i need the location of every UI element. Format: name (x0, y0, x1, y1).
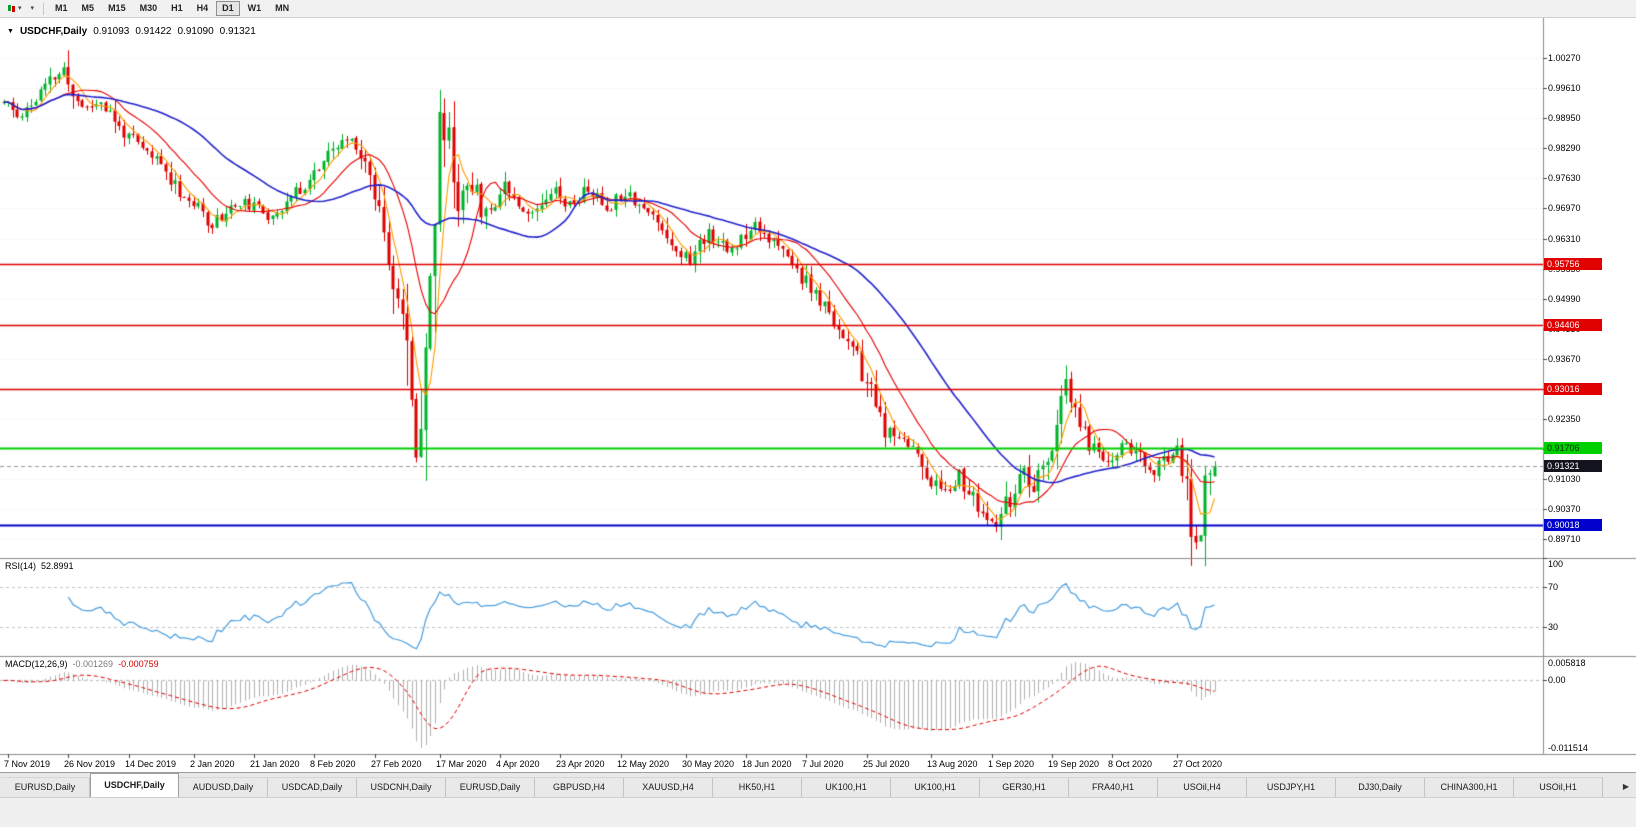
date-axis-label: 23 Apr 2020 (556, 759, 605, 769)
macd-signal-value: -0.000759 (118, 659, 159, 669)
price-axis-label: 0.97630 (1548, 173, 1581, 183)
timeframe-button-m1[interactable]: M1 (55, 3, 68, 13)
tab-usoil-h1[interactable]: USOil,H1 (1514, 777, 1603, 797)
tab-usoil-h4[interactable]: USOil,H4 (1158, 777, 1247, 797)
date-axis-label: 17 Mar 2020 (436, 759, 487, 769)
macd-axis-label: -0.011514 (1548, 743, 1588, 753)
date-axis-label: 25 Jul 2020 (863, 759, 910, 769)
rsi-axis-label: 70 (1548, 582, 1559, 592)
timeframe-button-m5[interactable]: M5 (81, 3, 95, 13)
macd-label: MACD(12,26,9) -0.001269 -0.000759 (5, 659, 159, 669)
toolbar-separator (43, 2, 45, 15)
status-strip (0, 797, 1636, 827)
tab-usdchf-daily[interactable]: USDCHF,Daily (90, 773, 179, 797)
tab-scroll-right-icon[interactable]: ▶ (1622, 782, 1630, 791)
price-axis-label: 0.98950 (1548, 113, 1581, 123)
symbol-ohlc-line: ▼ USDCHF,Daily 0.91093 0.91422 0.91090 0… (7, 26, 256, 37)
tab-ger30-h1[interactable]: GER30,H1 (980, 777, 1069, 797)
date-axis-label: 7 Nov 2019 (4, 759, 51, 769)
tab-usdcnh-daily[interactable]: USDCNH,Daily (357, 777, 446, 797)
date-axis-label: 27 Oct 2020 (1173, 759, 1223, 769)
date-axis-label: 12 May 2020 (617, 759, 670, 769)
hline-price-badge: 0.93016 (1544, 383, 1602, 395)
date-axis-label: 1 Sep 2020 (988, 759, 1035, 769)
timeframe-button-mn[interactable]: MN (275, 3, 290, 13)
date-axis-label: 4 Apr 2020 (496, 759, 540, 769)
close-value: 0.91321 (219, 26, 256, 37)
timeframe-bar: M1 M5 M15 M30 H1 H4 D1 W1 MN (49, 1, 295, 16)
tab-gbpusd-h4[interactable]: GBPUSD,H4 (535, 777, 624, 797)
tab-eurusd-daily[interactable]: EURUSD,Daily (1, 777, 90, 797)
date-axis-label: 13 Aug 2020 (927, 759, 978, 769)
chart-type-button[interactable]: ▾ (3, 1, 26, 16)
timeframe-button-h4[interactable]: H4 (196, 3, 209, 13)
candlestick-icon (8, 5, 15, 12)
tab-xauusd-h4[interactable]: XAUUSD,H4 (624, 777, 713, 797)
date-axis-label: 2 Jan 2020 (190, 759, 235, 769)
date-axis-label: 27 Feb 2020 (371, 759, 422, 769)
timeframe-button-w1[interactable]: W1 (247, 3, 262, 13)
timeframe-button-m15[interactable]: M15 (108, 3, 126, 13)
tab-uk100-h1[interactable]: UK100,H1 (891, 777, 980, 797)
date-axis-label: 30 May 2020 (682, 759, 735, 769)
macd-main-value: -0.001269 (72, 659, 114, 669)
current-price-badge: 0.91321 (1544, 460, 1602, 472)
chart-canvas[interactable] (0, 18, 1636, 772)
date-axis-label: 26 Nov 2019 (64, 759, 116, 769)
tab-china300-h1[interactable]: CHINA300,H1 (1425, 777, 1514, 797)
tab-eurusd-daily[interactable]: EURUSD,Daily (446, 777, 535, 797)
macd-axis-label: 0.005818 (1548, 658, 1586, 668)
timeframe-button-h1[interactable]: H1 (171, 3, 183, 13)
price-axis-label: 0.89710 (1548, 534, 1581, 544)
tab-hk50-h1[interactable]: HK50,H1 (713, 777, 802, 797)
date-axis-label: 7 Jul 2020 (802, 759, 844, 769)
chart-window[interactable]: ▼ USDCHF,Daily 0.91093 0.91422 0.91090 0… (0, 18, 1636, 772)
price-axis-label: 0.98290 (1548, 143, 1581, 153)
timeframe-button-m30[interactable]: M30 (139, 3, 158, 13)
rsi-axis-label: 30 (1548, 622, 1559, 632)
rsi-value: 52.8991 (41, 561, 74, 571)
chart-tabs-bar: EURUSD,Daily USDCHF,Daily AUDUSD,Daily USDC… (0, 772, 1636, 797)
timeframe-button-d1[interactable]: D1 (216, 1, 240, 16)
hline-price-badge: 0.95756 (1544, 258, 1602, 270)
macd-name: MACD(12,26,9) (5, 659, 68, 669)
price-axis-label: 0.91030 (1548, 474, 1581, 484)
open-value: 0.91093 (93, 26, 130, 37)
high-value: 0.91422 (135, 26, 172, 37)
price-axis-label: 0.93670 (1548, 354, 1581, 364)
rsi-axis-label: 100 (1548, 559, 1564, 569)
hline-price-badge: 0.94406 (1544, 319, 1602, 331)
tab-fra40-h1[interactable]: FRA40,H1 (1069, 777, 1158, 797)
tab-usdcad-daily[interactable]: USDCAD,Daily (268, 777, 357, 797)
price-axis-label: 0.99610 (1548, 83, 1581, 93)
rsi-label: RSI(14) 52.8991 (5, 561, 74, 571)
tab-dj30-daily[interactable]: DJ30,Daily (1336, 777, 1425, 797)
price-axis-label: 0.94990 (1548, 294, 1581, 304)
top-toolbar: ▾ ▾ M1 M5 M15 M30 H1 H4 D1 W1 MN (0, 0, 1636, 18)
hline-price-badge: 0.91706 (1544, 442, 1602, 454)
date-axis-label: 18 Jun 2020 (742, 759, 792, 769)
tab-audusd-daily[interactable]: AUDUSD,Daily (179, 777, 268, 797)
low-value: 0.91090 (177, 26, 214, 37)
chart-options-button[interactable]: ▾ (27, 1, 39, 16)
price-axis-label: 1.00270 (1548, 53, 1581, 63)
price-axis-label: 0.96970 (1548, 203, 1581, 213)
date-axis-label: 14 Dec 2019 (125, 759, 177, 769)
date-axis-label: 21 Jan 2020 (250, 759, 300, 769)
dropdown-marker-icon[interactable]: ▼ (7, 28, 14, 35)
price-axis-label: 0.90370 (1548, 504, 1581, 514)
hline-price-badge: 0.90018 (1544, 519, 1602, 531)
tab-uk100-h1[interactable]: UK100,H1 (802, 777, 891, 797)
caret-down-icon: ▾ (30, 5, 35, 12)
date-axis-label: 8 Oct 2020 (1108, 759, 1153, 769)
date-axis-label: 8 Feb 2020 (310, 759, 356, 769)
price-axis-label: 0.92350 (1548, 414, 1581, 424)
macd-axis-label: 0.00 (1548, 675, 1566, 685)
symbol-label: USDCHF,Daily (19, 26, 88, 37)
caret-down-icon: ▾ (18, 5, 22, 12)
price-axis-label: 0.96310 (1548, 234, 1581, 244)
rsi-name: RSI(14) (5, 561, 37, 571)
date-axis-label: 19 Sep 2020 (1048, 759, 1100, 769)
tab-usdjpy-h1[interactable]: USDJPY,H1 (1247, 777, 1336, 797)
